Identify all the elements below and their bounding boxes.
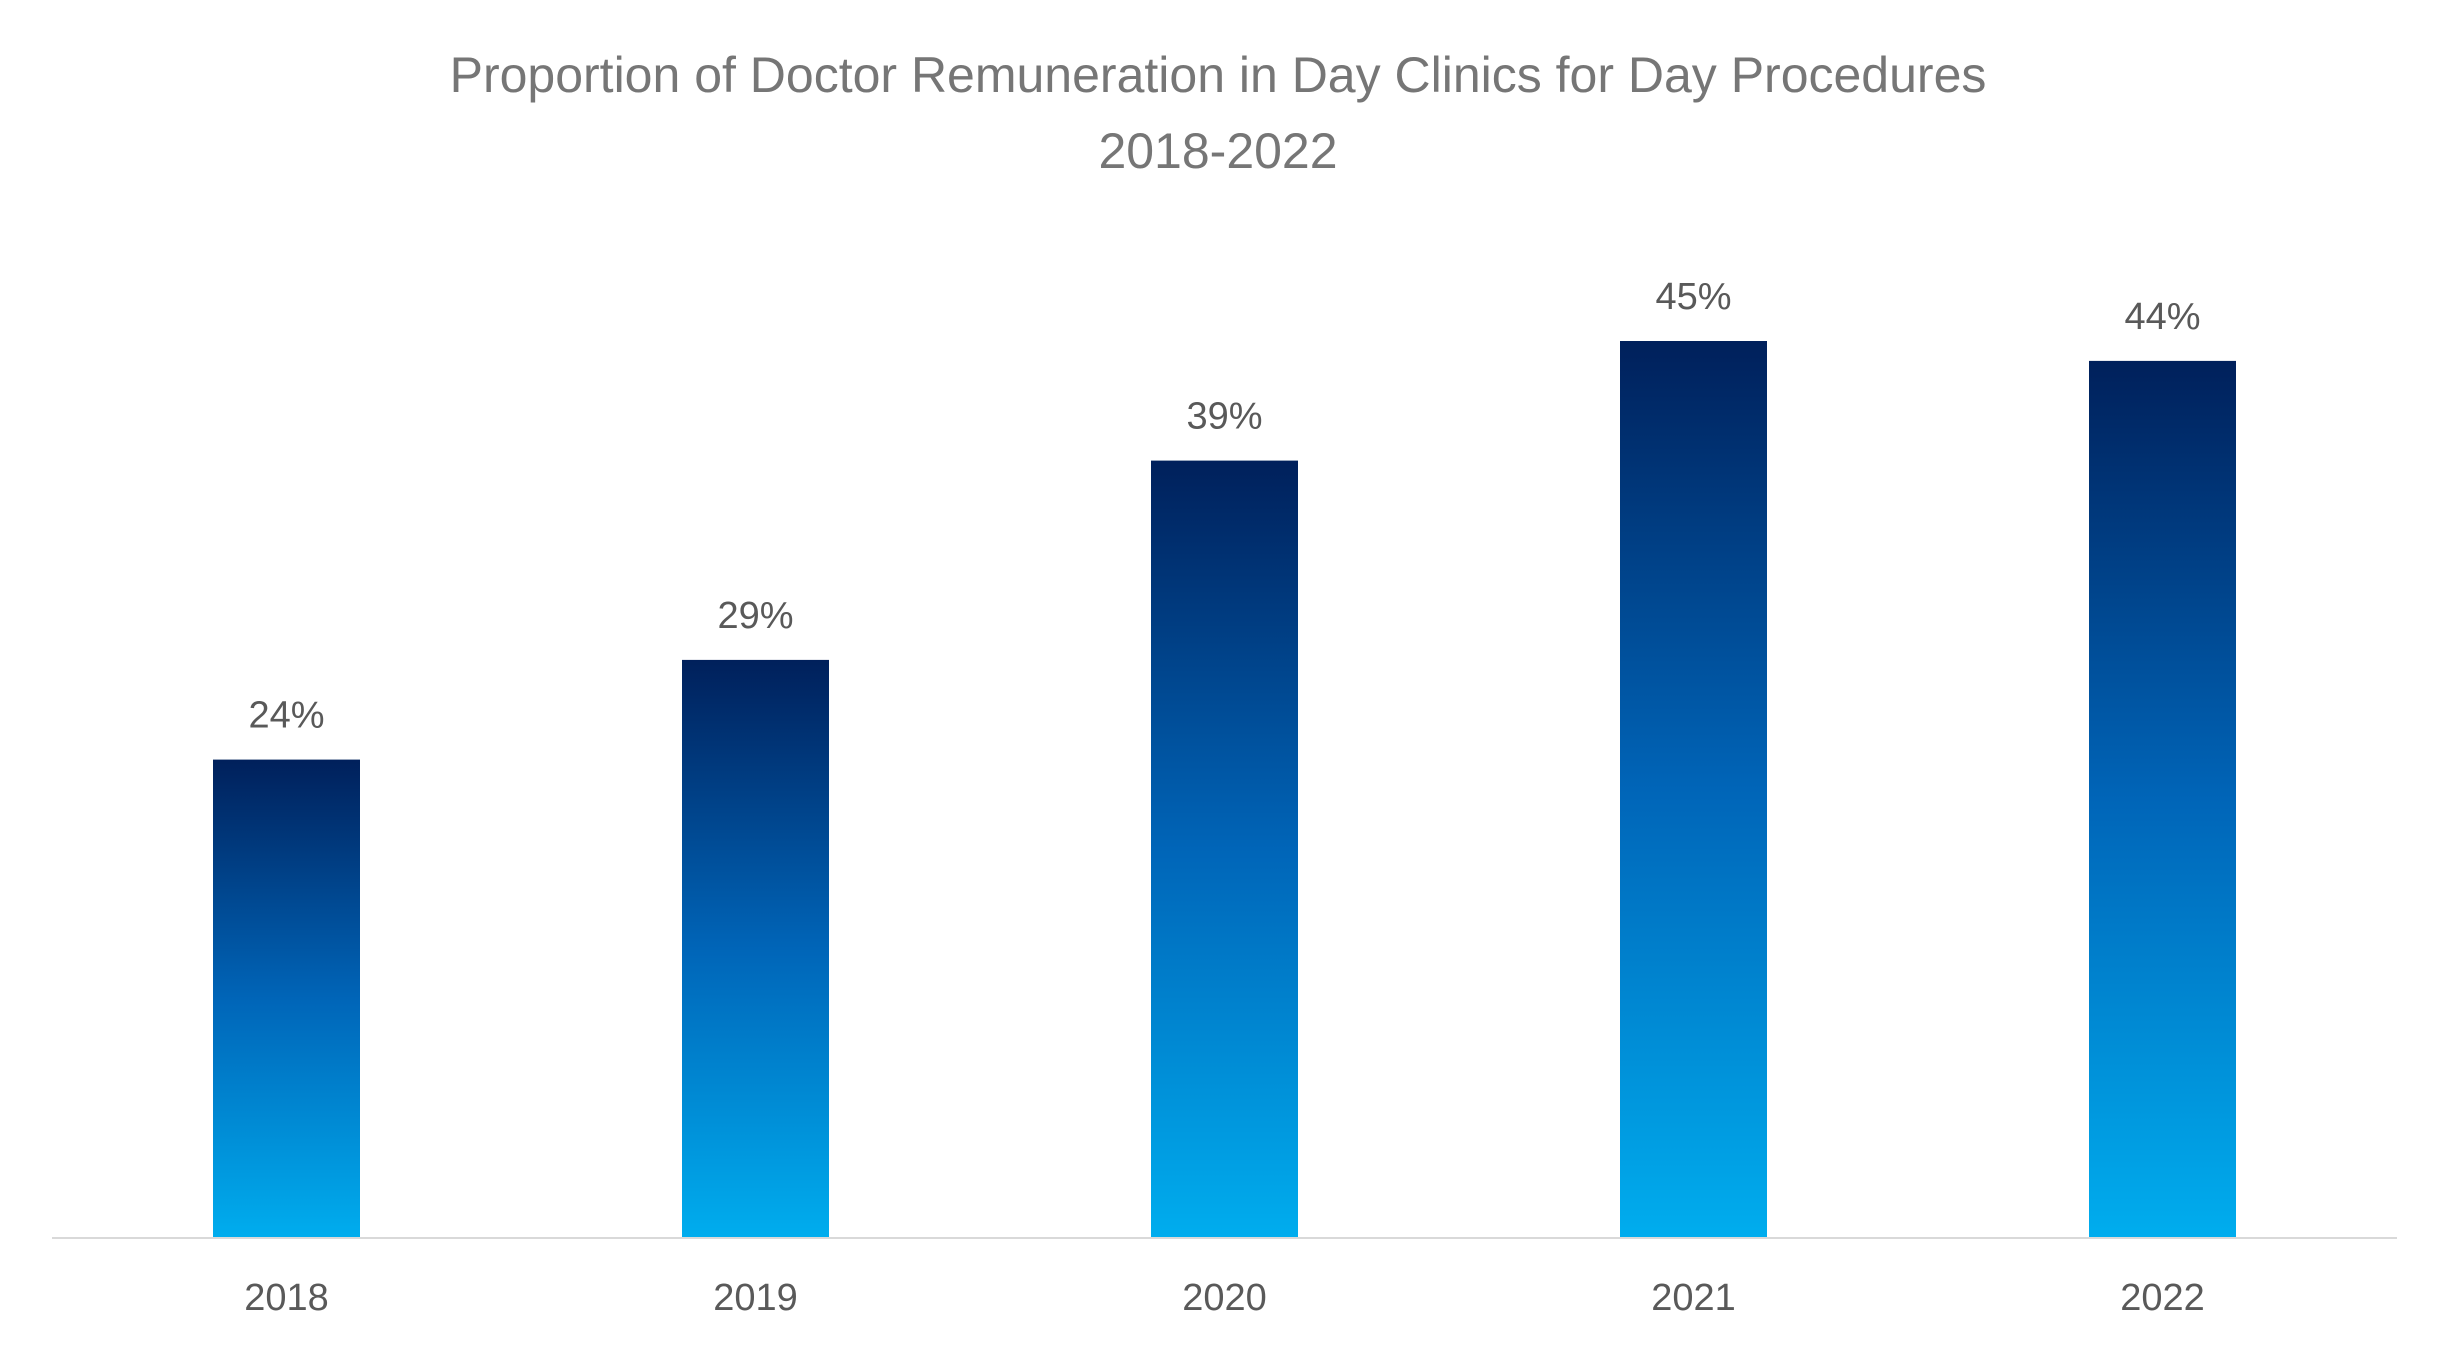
x-axis-tick-labels: 2018 2019 2020 2021 2022	[244, 1277, 2205, 1319]
bar-2019	[682, 659, 829, 1238]
value-label-2021: 45%	[1655, 276, 1731, 318]
x-tick-label-2022: 2022	[2120, 1277, 2205, 1319]
x-tick-label-2021: 2021	[1651, 1277, 1736, 1319]
bars	[213, 341, 2236, 1239]
value-label-2020: 39%	[1186, 396, 1262, 438]
x-tick-label-2018: 2018	[244, 1277, 329, 1319]
value-labels: 24% 29% 39% 45% 44%	[248, 276, 2200, 737]
chart-title: Proportion of Doctor Remuneration in Day…	[450, 47, 1987, 103]
x-tick-label-2020: 2020	[1182, 1277, 1267, 1319]
value-label-2018: 24%	[248, 695, 324, 737]
value-label-2022: 44%	[2124, 296, 2200, 338]
bar-2021	[1620, 341, 1767, 1238]
chart-subtitle: 2018-2022	[1098, 123, 1337, 179]
bar-2018	[213, 759, 360, 1238]
value-label-2019: 29%	[717, 595, 793, 637]
x-tick-label-2019: 2019	[713, 1277, 798, 1319]
bar-2020	[1151, 460, 1298, 1239]
bar-2022	[2089, 360, 2236, 1238]
